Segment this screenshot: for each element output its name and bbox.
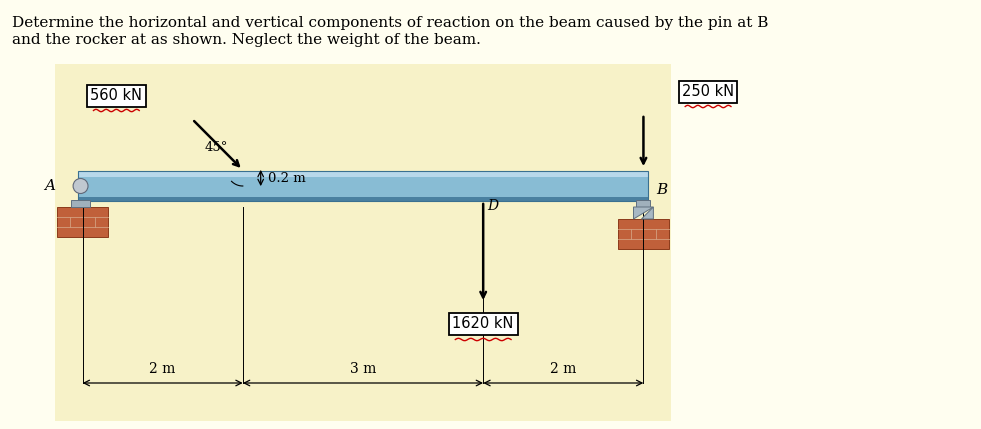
Bar [618,219,669,249]
Text: 0.2 m: 0.2 m [268,172,305,184]
Text: 3 m: 3 m [350,362,376,376]
Text: and the rocker at as shown. Neglect the weight of the beam.: and the rocker at as shown. Neglect the … [12,33,481,47]
Bar [77,196,648,201]
Text: B: B [656,183,668,197]
Text: Determine the horizontal and vertical components of reaction on the beam caused : Determine the horizontal and vertical co… [12,16,768,30]
Bar [57,207,108,237]
Text: 2 m: 2 m [550,362,577,376]
Text: 250 kN: 250 kN [682,85,734,100]
Circle shape [74,178,88,193]
Bar [71,200,90,207]
Polygon shape [634,207,653,219]
Text: 1620 kN: 1620 kN [452,317,514,332]
Text: 45°: 45° [204,141,228,154]
Bar [637,200,650,207]
Text: 560 kN: 560 kN [90,88,142,103]
Polygon shape [642,207,653,219]
Bar [77,171,648,201]
Text: 2 m: 2 m [149,362,176,376]
Bar [55,64,671,421]
Bar [77,171,648,176]
Text: D: D [488,199,498,213]
Bar [77,171,648,201]
Text: A: A [44,179,55,193]
